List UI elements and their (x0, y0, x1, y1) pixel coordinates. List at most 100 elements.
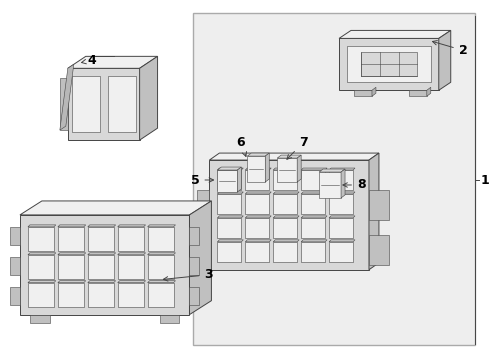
Polygon shape (58, 253, 86, 255)
Bar (118, 227, 144, 251)
Bar (147, 283, 173, 307)
Polygon shape (88, 225, 116, 227)
Polygon shape (190, 201, 211, 315)
Bar (329, 170, 353, 190)
Polygon shape (409, 90, 427, 96)
Bar (245, 170, 269, 190)
Bar (245, 218, 269, 238)
Polygon shape (68, 57, 158, 68)
Polygon shape (439, 30, 451, 90)
Polygon shape (60, 64, 74, 130)
Bar (218, 170, 242, 190)
Bar (273, 170, 297, 190)
Bar (245, 194, 269, 214)
Polygon shape (60, 78, 68, 130)
Bar (273, 242, 297, 262)
Bar (245, 242, 269, 262)
Polygon shape (197, 190, 209, 220)
Polygon shape (354, 90, 372, 96)
Polygon shape (301, 216, 327, 218)
Polygon shape (10, 287, 20, 305)
Text: 7: 7 (287, 136, 308, 159)
Polygon shape (218, 240, 244, 242)
Polygon shape (301, 192, 327, 194)
Polygon shape (209, 153, 379, 160)
Bar (301, 218, 325, 238)
Bar (88, 283, 114, 307)
Polygon shape (319, 172, 341, 198)
Polygon shape (147, 225, 175, 227)
Polygon shape (88, 253, 116, 255)
Polygon shape (329, 216, 355, 218)
Polygon shape (301, 240, 327, 242)
Polygon shape (118, 225, 146, 227)
Polygon shape (218, 170, 237, 192)
Bar (118, 283, 144, 307)
Polygon shape (190, 287, 199, 305)
Bar (194, 13, 475, 345)
Bar (28, 283, 54, 307)
Bar (361, 52, 417, 76)
Text: 3: 3 (163, 268, 213, 281)
Bar (58, 227, 84, 251)
Polygon shape (297, 155, 301, 182)
Polygon shape (369, 190, 389, 220)
Polygon shape (218, 167, 242, 170)
Polygon shape (247, 156, 265, 182)
Polygon shape (140, 57, 158, 140)
Polygon shape (197, 230, 209, 260)
Bar (218, 218, 242, 238)
Polygon shape (28, 225, 56, 227)
Bar (301, 170, 325, 190)
Polygon shape (339, 30, 451, 39)
Bar (301, 242, 325, 262)
Polygon shape (28, 253, 56, 255)
Text: 2: 2 (433, 41, 467, 57)
Polygon shape (329, 240, 355, 242)
Bar (108, 76, 136, 132)
Polygon shape (277, 158, 297, 182)
Bar (218, 242, 242, 262)
Polygon shape (339, 39, 439, 90)
Bar (273, 218, 297, 238)
Polygon shape (147, 281, 175, 283)
Polygon shape (301, 168, 327, 170)
Bar (72, 76, 100, 132)
Polygon shape (88, 281, 116, 283)
Polygon shape (20, 201, 211, 215)
Polygon shape (30, 315, 50, 323)
Text: 1: 1 (481, 174, 490, 186)
Polygon shape (190, 227, 199, 245)
Bar (273, 194, 297, 214)
Bar (329, 194, 353, 214)
Polygon shape (245, 216, 271, 218)
Polygon shape (273, 192, 299, 194)
Bar (218, 194, 242, 214)
Polygon shape (319, 169, 345, 172)
Polygon shape (160, 315, 179, 323)
Polygon shape (209, 160, 369, 270)
Polygon shape (118, 253, 146, 255)
Text: 5: 5 (191, 174, 214, 186)
Polygon shape (68, 68, 140, 140)
Polygon shape (273, 216, 299, 218)
Text: 8: 8 (343, 179, 366, 192)
Polygon shape (329, 168, 355, 170)
Polygon shape (369, 235, 389, 265)
Polygon shape (245, 168, 271, 170)
Polygon shape (237, 167, 242, 192)
Polygon shape (329, 192, 355, 194)
Text: 4: 4 (81, 54, 97, 67)
Polygon shape (277, 155, 301, 158)
Polygon shape (58, 225, 86, 227)
Polygon shape (369, 153, 379, 270)
Bar (58, 283, 84, 307)
Polygon shape (273, 240, 299, 242)
Bar (147, 255, 173, 279)
Polygon shape (147, 253, 175, 255)
Polygon shape (10, 227, 20, 245)
Polygon shape (372, 87, 376, 96)
Polygon shape (245, 192, 271, 194)
Bar (329, 242, 353, 262)
Bar (88, 227, 114, 251)
